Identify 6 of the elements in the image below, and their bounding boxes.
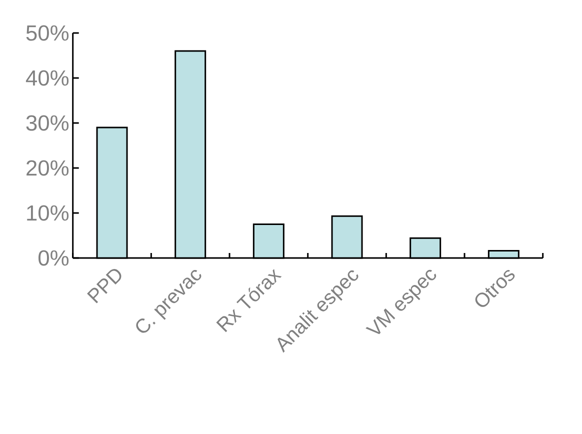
y-tick-label: 50%: [26, 25, 69, 41]
y-tick-label: 10%: [27, 205, 69, 221]
y-tick-label: 0%: [38, 250, 69, 266]
y-tick-label: 40%: [26, 70, 69, 86]
y-tick-label: 20%: [26, 160, 69, 176]
y-tick-label: 30%: [26, 115, 69, 131]
